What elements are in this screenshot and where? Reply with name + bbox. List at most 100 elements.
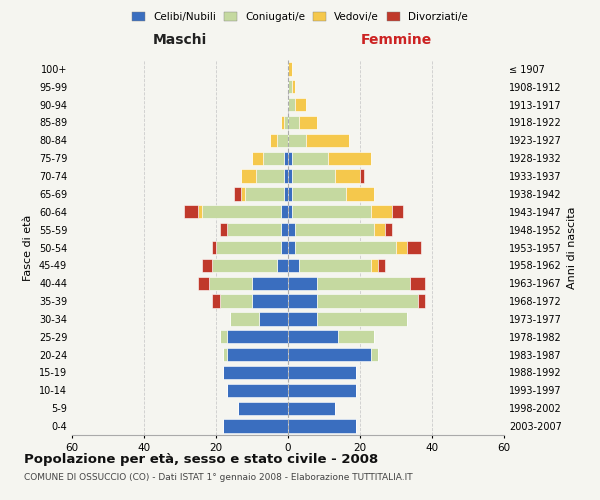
Bar bbox=[288, 384, 356, 397]
Legend: Celibi/Nubili, Coniugati/e, Vedovi/e, Divorziati/e: Celibi/Nubili, Coniugati/e, Vedovi/e, Di… bbox=[128, 8, 472, 26]
Bar bbox=[346, 187, 374, 200]
Bar bbox=[245, 187, 284, 200]
Bar bbox=[374, 223, 385, 236]
Bar bbox=[198, 276, 209, 290]
Bar bbox=[281, 223, 288, 236]
Bar bbox=[292, 187, 346, 200]
Bar bbox=[202, 258, 212, 272]
Bar bbox=[212, 241, 216, 254]
Text: Popolazione per età, sesso e stato civile - 2008: Popolazione per età, sesso e stato civil… bbox=[24, 452, 378, 466]
Bar bbox=[281, 116, 284, 129]
Bar bbox=[407, 241, 421, 254]
Bar bbox=[418, 294, 425, 308]
Bar bbox=[288, 241, 295, 254]
Bar bbox=[223, 366, 288, 379]
Bar bbox=[212, 258, 277, 272]
Bar bbox=[371, 348, 378, 362]
Bar bbox=[256, 170, 284, 183]
Bar bbox=[277, 258, 288, 272]
Bar bbox=[288, 294, 317, 308]
Bar bbox=[209, 276, 252, 290]
Bar bbox=[317, 276, 410, 290]
Bar bbox=[335, 170, 360, 183]
Bar bbox=[216, 241, 281, 254]
Bar bbox=[360, 170, 364, 183]
Bar bbox=[288, 312, 317, 326]
Bar bbox=[252, 294, 288, 308]
Bar bbox=[288, 366, 356, 379]
Bar bbox=[295, 241, 396, 254]
Bar bbox=[263, 152, 284, 165]
Bar bbox=[299, 116, 317, 129]
Bar bbox=[227, 330, 288, 344]
Text: Femmine: Femmine bbox=[361, 34, 431, 48]
Bar bbox=[184, 205, 198, 218]
Text: COMUNE DI OSSUCCIO (CO) - Dati ISTAT 1° gennaio 2008 - Elaborazione TUTTITALIA.I: COMUNE DI OSSUCCIO (CO) - Dati ISTAT 1° … bbox=[24, 472, 413, 482]
Text: Maschi: Maschi bbox=[153, 34, 207, 48]
Bar bbox=[223, 420, 288, 433]
Bar bbox=[238, 402, 288, 415]
Bar bbox=[306, 134, 349, 147]
Bar bbox=[220, 223, 227, 236]
Bar bbox=[295, 98, 306, 112]
Bar bbox=[328, 152, 371, 165]
Bar bbox=[288, 258, 299, 272]
Bar bbox=[227, 223, 281, 236]
Bar bbox=[212, 294, 220, 308]
Bar bbox=[288, 420, 356, 433]
Bar bbox=[288, 152, 292, 165]
Bar bbox=[378, 258, 385, 272]
Bar bbox=[292, 170, 335, 183]
Bar bbox=[284, 152, 288, 165]
Bar bbox=[292, 205, 371, 218]
Bar bbox=[288, 223, 295, 236]
Bar bbox=[288, 187, 292, 200]
Bar bbox=[202, 205, 281, 218]
Bar bbox=[410, 276, 425, 290]
Bar bbox=[288, 276, 317, 290]
Bar bbox=[223, 348, 227, 362]
Bar bbox=[259, 312, 288, 326]
Bar bbox=[198, 205, 202, 218]
Bar bbox=[385, 223, 392, 236]
Bar bbox=[317, 294, 418, 308]
Bar bbox=[288, 116, 299, 129]
Bar bbox=[220, 330, 227, 344]
Bar bbox=[288, 205, 292, 218]
Bar bbox=[292, 80, 295, 94]
Bar bbox=[392, 205, 403, 218]
Bar bbox=[241, 187, 245, 200]
Bar bbox=[230, 312, 259, 326]
Bar bbox=[284, 187, 288, 200]
Bar bbox=[288, 62, 292, 76]
Bar bbox=[220, 294, 252, 308]
Bar bbox=[288, 170, 292, 183]
Bar bbox=[299, 258, 371, 272]
Bar bbox=[241, 170, 256, 183]
Bar bbox=[281, 241, 288, 254]
Bar bbox=[288, 330, 338, 344]
Bar bbox=[227, 384, 288, 397]
Y-axis label: Anni di nascita: Anni di nascita bbox=[567, 206, 577, 289]
Bar bbox=[371, 258, 378, 272]
Bar bbox=[288, 98, 295, 112]
Bar bbox=[288, 348, 371, 362]
Bar bbox=[227, 348, 288, 362]
Bar bbox=[252, 276, 288, 290]
Bar bbox=[371, 205, 392, 218]
Bar bbox=[252, 152, 263, 165]
Bar bbox=[295, 223, 374, 236]
Bar bbox=[317, 312, 407, 326]
Bar bbox=[270, 134, 277, 147]
Bar bbox=[284, 116, 288, 129]
Bar bbox=[292, 152, 328, 165]
Bar bbox=[288, 134, 306, 147]
Bar bbox=[288, 80, 292, 94]
Bar bbox=[288, 402, 335, 415]
Bar bbox=[277, 134, 288, 147]
Bar bbox=[338, 330, 374, 344]
Bar bbox=[281, 205, 288, 218]
Bar bbox=[396, 241, 407, 254]
Bar bbox=[234, 187, 241, 200]
Bar bbox=[284, 170, 288, 183]
